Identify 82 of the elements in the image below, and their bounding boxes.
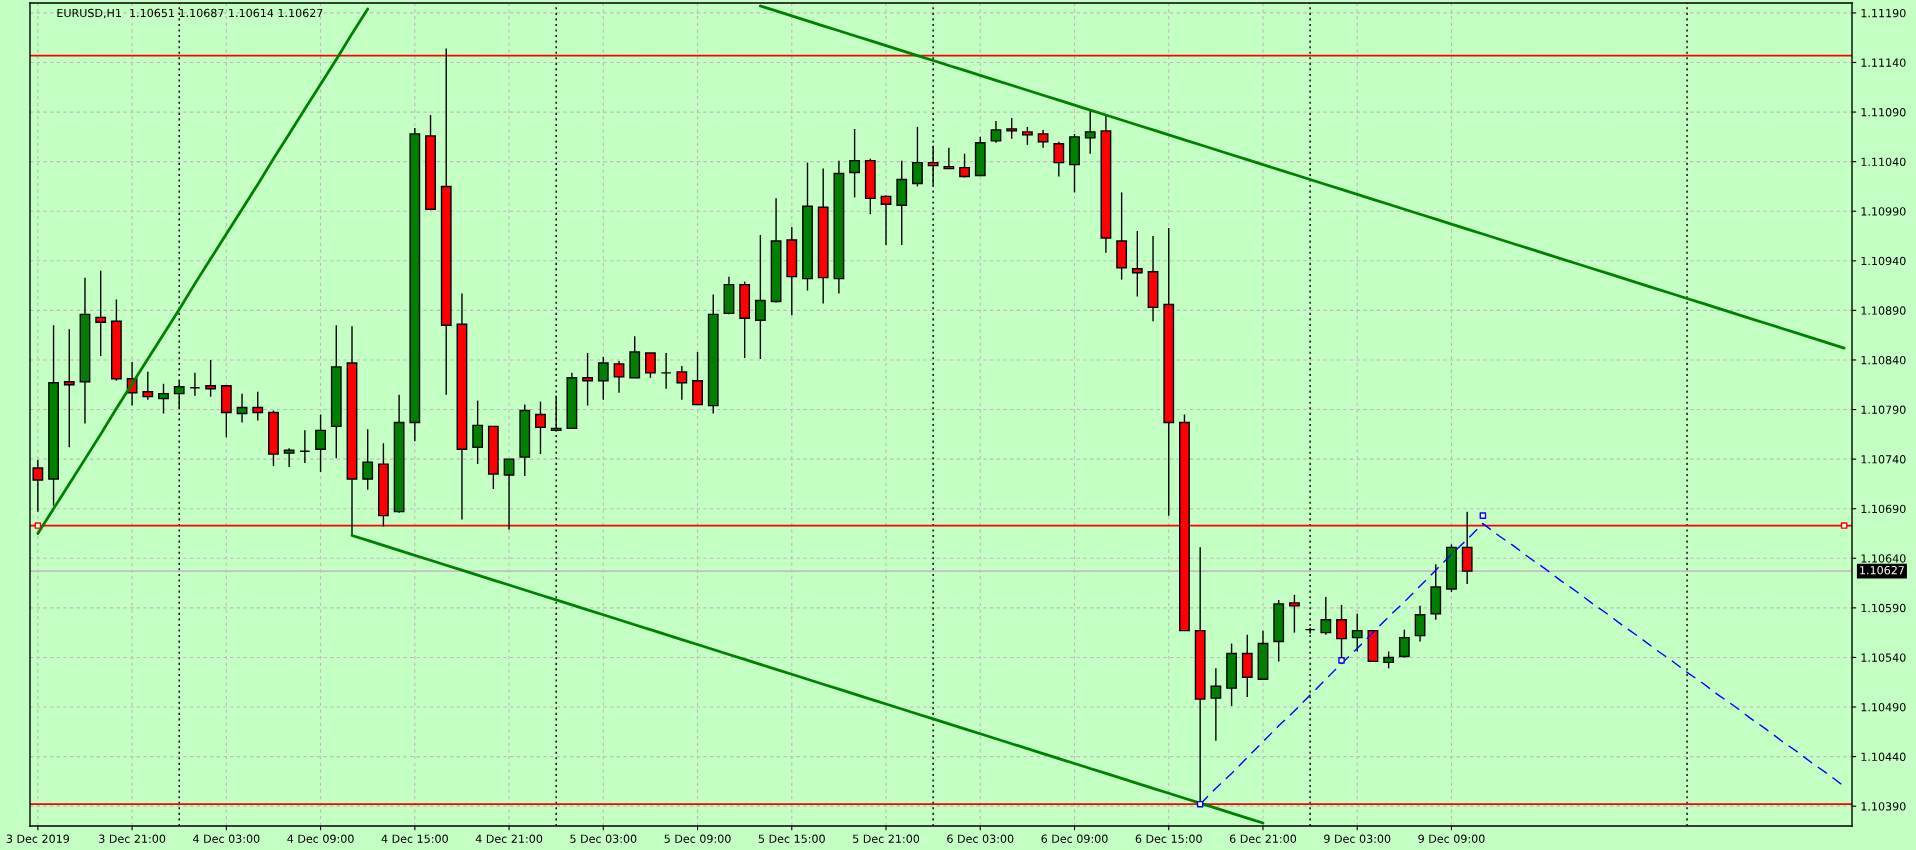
- candlestick: [189, 372, 201, 397]
- candlestick: [912, 126, 923, 188]
- point: [1338, 657, 1345, 664]
- chart-title: EURUSD,H1 1.10651 1.10687 1.10614 1.10627: [57, 8, 323, 19]
- line-series: [36, 7, 370, 535]
- candlestick: [1210, 667, 1222, 742]
- y-tick-label: 1.10690: [1861, 504, 1906, 514]
- y-tick-label: 1.10840: [1861, 355, 1906, 365]
- line-series: [350, 534, 1265, 825]
- candlestick: [660, 352, 672, 390]
- candlestick: [503, 458, 515, 531]
- x-tick-label: 6 Dec 21:00: [1229, 834, 1297, 843]
- candlestick: [1288, 594, 1300, 634]
- x-tick-label: 9 Dec 09:00: [1418, 834, 1485, 843]
- candlestick: [95, 270, 107, 357]
- candlestick: [205, 359, 217, 398]
- y-tick-label: 1.10490: [1861, 702, 1906, 712]
- candlestick: [880, 194, 892, 246]
- x-tick-label: 5 Dec 15:00: [758, 834, 825, 843]
- x-tick-label: 4 Dec 21:00: [475, 834, 543, 843]
- candlestick: [943, 147, 955, 170]
- ref-line-label: 1.10627: [1860, 565, 1904, 575]
- y-tick-label: 1.11040: [1861, 157, 1906, 167]
- point: [1479, 512, 1487, 519]
- candlestick: [252, 390, 264, 422]
- candlestick: [597, 356, 609, 401]
- y-tick-label: 1.10540: [1861, 653, 1906, 662]
- candlestick: [236, 392, 248, 424]
- candlestick: [582, 352, 594, 407]
- y-tick-label: 1.10990: [1861, 207, 1906, 216]
- candlestick: [362, 428, 374, 491]
- x-tick-label: 4 Dec 09:00: [287, 834, 354, 843]
- x-tick-label: 5 Dec 21:00: [853, 834, 920, 843]
- x-tick-label: 5 Dec 03:00: [570, 834, 637, 843]
- y-tick-label: 1.10640: [1861, 554, 1906, 563]
- candlestick: [1053, 141, 1065, 178]
- candlestick: [849, 128, 861, 199]
- candlestick: [1398, 628, 1410, 659]
- candlestick: [315, 413, 326, 473]
- candlestick: [1241, 633, 1253, 698]
- x-tick-label: 4 Dec 03:00: [193, 834, 260, 843]
- candlestick: [1084, 110, 1096, 155]
- candlestick: [959, 153, 970, 179]
- candlestick: [1414, 605, 1426, 643]
- candlestick: [142, 371, 154, 401]
- candlestick: [754, 234, 766, 360]
- candlestick: [63, 328, 75, 448]
- candlestick: [1131, 230, 1143, 298]
- y-tick-label: 1.10440: [1861, 752, 1906, 761]
- candlestick: [645, 352, 656, 379]
- candlestick: [535, 400, 546, 455]
- line-series: [758, 4, 1846, 350]
- candlestick: [1006, 117, 1018, 140]
- candlestick: [283, 447, 295, 468]
- y-tick-label: 1.11090: [1861, 108, 1906, 117]
- x-tick-label: 6 Dec 09:00: [1041, 834, 1108, 843]
- x-tick-label: 3 Dec 21:00: [99, 834, 166, 843]
- y-tick-label: 1.10590: [1861, 603, 1906, 613]
- y-tick-label: 1.10790: [1861, 405, 1906, 414]
- y-tick-label: 1.10890: [1861, 306, 1906, 315]
- point: [34, 522, 42, 529]
- y-tick-label: 1.10740: [1861, 455, 1906, 464]
- x-tick-label: 6 Dec 03:00: [947, 834, 1014, 843]
- candlestick: [692, 351, 703, 406]
- y-tick-label: 1.11140: [1861, 58, 1906, 67]
- candlestick: [613, 360, 625, 394]
- candlestick: [676, 365, 688, 401]
- y-tick-label: 1.11190: [1861, 8, 1906, 18]
- candlestick: [1351, 613, 1363, 653]
- candlestick: [158, 383, 169, 415]
- x-tick-label: 3 Dec 2019: [6, 834, 70, 843]
- y-tick-label: 1.10390: [1861, 802, 1906, 811]
- x-tick-label: 5 Dec 09:00: [664, 834, 731, 843]
- candlestick: [472, 399, 484, 465]
- y-tick-label: 1.10940: [1861, 256, 1906, 266]
- x-tick-label: 4 Dec 15:00: [381, 834, 448, 843]
- candlestick: [990, 120, 1002, 144]
- x-tick-label: 9 Dec 03:00: [1324, 834, 1391, 843]
- candlestick: [299, 429, 311, 464]
- x-tick-label: 6 Dec 15:00: [1135, 834, 1202, 843]
- candlestick: [1320, 596, 1332, 636]
- point: [1840, 522, 1848, 529]
